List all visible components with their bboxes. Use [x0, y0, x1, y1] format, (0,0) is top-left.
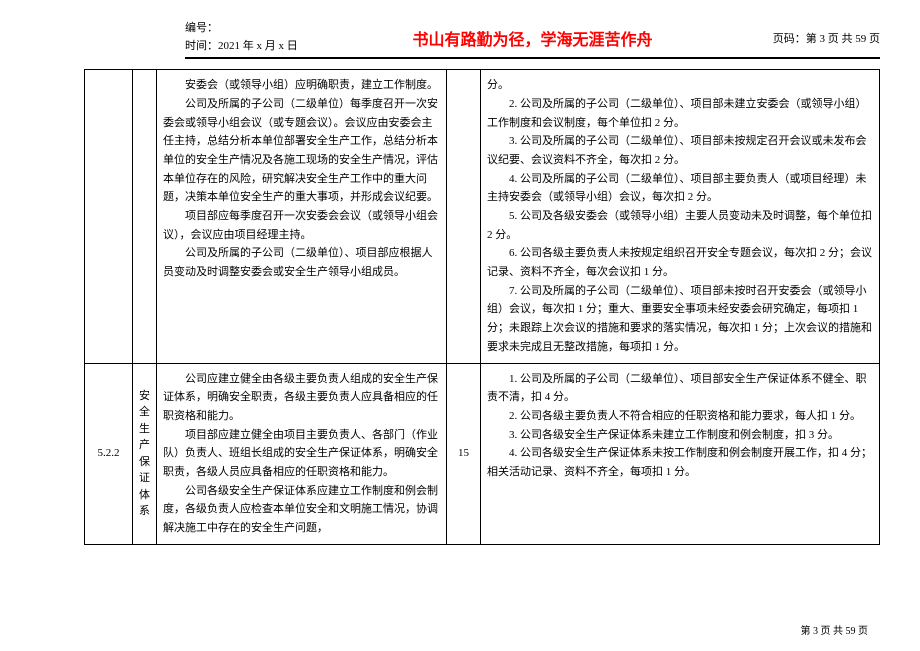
doc-date-label: 时间：2021 年 x 月 x 日: [185, 38, 345, 56]
row1-score: [447, 70, 481, 363]
table-row: 安委会（或领导小组）应明确职责，建立工作制度。 公司及所属的子公司（二级单位）每…: [85, 70, 880, 363]
row1-desc: 安委会（或领导小组）应明确职责，建立工作制度。 公司及所属的子公司（二级单位）每…: [157, 70, 447, 363]
table-row: 5.2.2 安全生产保证体系 公司应建立健全由各级主要负责人组成的安全生产保证体…: [85, 363, 880, 544]
row1-id: [85, 70, 133, 363]
main-table: 安委会（或领导小组）应明确职责，建立工作制度。 公司及所属的子公司（二级单位）每…: [84, 69, 880, 545]
row2-cat: 安全生产保证体系: [133, 363, 157, 544]
row1-cat: [133, 70, 157, 363]
row2-rules: 1. 公司及所属的子公司（二级单位）、项目部安全生产保证体系不健全、职责不清，扣…: [481, 363, 880, 544]
row1-rules: 分。 2. 公司及所属的子公司（二级单位）、项目部未建立安委会（或领导小组）工作…: [481, 70, 880, 363]
doc-number-label: 编号：: [185, 20, 345, 38]
row2-score: 15: [447, 363, 481, 544]
header-page-label: 页码：第 3 页 共 59 页: [720, 30, 880, 46]
header-motto: 书山有路勤为径，学海无涯苦作舟: [345, 26, 720, 50]
row2-desc: 公司应建立健全由各级主要负责人组成的安全生产保证体系，明确安全职责，各级主要负责…: [157, 363, 447, 544]
row2-id: 5.2.2: [85, 363, 133, 544]
footer-page-number: 第 3 页 共 59 页: [801, 622, 869, 637]
